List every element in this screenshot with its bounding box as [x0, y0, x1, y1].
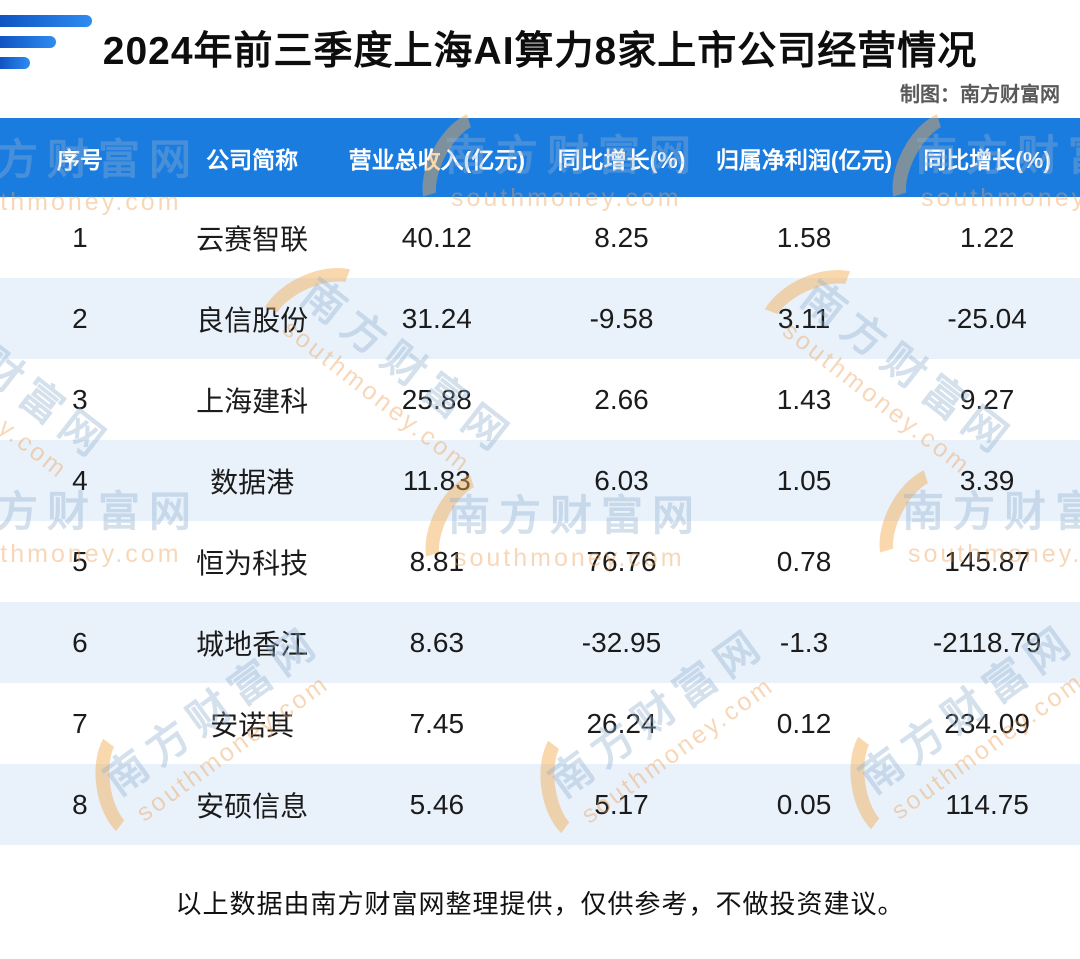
page-title: 2024年前三季度上海AI算力8家上市公司经营情况	[102, 30, 978, 73]
table-cell: 0.78	[776, 545, 832, 577]
table-cell: 1.43	[776, 383, 832, 415]
table-cell: 3	[72, 383, 88, 415]
table-cell: 5.17	[594, 788, 649, 820]
table-cell: 7.45	[409, 707, 465, 739]
table-cell: 1.05	[776, 464, 832, 496]
logo-bar	[0, 36, 56, 48]
table-cell: 26.24	[586, 707, 657, 739]
disclaimer-text: 以上数据由南方财富网整理提供，仅供参考，不做投资建议。	[175, 888, 905, 919]
table-row: 2 良信股份 31.24 -9.58 3.11 -25.04	[0, 278, 1080, 359]
logo-bar	[0, 15, 92, 27]
table-header-row: 序号 公司简称 营业总收入(亿元) 同比增长(%) 归属净利润(亿元) 同比增长…	[0, 118, 1080, 197]
table-cell: 安硕信息	[196, 790, 309, 822]
credit-text: 制图：南方财富网	[900, 84, 1060, 106]
table-cell: 234.09	[944, 707, 1030, 739]
table-cell: 8.63	[409, 626, 465, 658]
table-cell: 2	[72, 302, 88, 334]
table-cell: 114.75	[945, 788, 1029, 820]
table-row: 3 上海建科 25.88 2.66 1.43 9.27	[0, 359, 1080, 440]
table-cell: 5	[72, 545, 88, 577]
table-cell: 8	[72, 788, 88, 820]
table-cell: 6	[72, 626, 88, 658]
column-header-revenue: 营业总收入(亿元)	[348, 146, 525, 173]
column-header-netprofit: 归属净利润(亿元)	[715, 146, 893, 173]
table-cell: 40.12	[401, 221, 472, 253]
table-cell: 1.22	[959, 221, 1015, 253]
table-cell: 11.83	[402, 464, 471, 496]
logo-bar	[0, 57, 30, 69]
table-row: 5 恒为科技 8.81 76.76 0.78 145.87	[0, 521, 1080, 602]
table-cell: 2.66	[594, 383, 649, 415]
table-cell: 1	[72, 221, 88, 253]
table-cell: 0.05	[776, 788, 832, 820]
table-row: 8 安硕信息 5.46 5.17 0.05 114.75	[0, 764, 1080, 845]
table-row: 7 安诺其 7.45 26.24 0.12 234.09	[0, 683, 1080, 764]
table-cell: 3.39	[959, 464, 1015, 496]
table-cell: 4	[72, 464, 88, 496]
top-banner: 2024年前三季度上海AI算力8家上市公司经营情况 制图：南方财富网	[0, 0, 1080, 118]
table-cell: 上海建科	[196, 385, 309, 417]
table-cell: -9.58	[589, 302, 654, 334]
table-cell: 9.27	[959, 383, 1015, 415]
table-cell: 6.03	[594, 464, 649, 496]
table-cell: 31.24	[401, 302, 472, 334]
table-cell: 数据港	[210, 466, 295, 498]
southmoney-logo-icon	[0, 15, 92, 78]
table-cell: -1.3	[779, 626, 829, 658]
company-table: 序号 公司简称 营业总收入(亿元) 同比增长(%) 归属净利润(亿元) 同比增长…	[0, 118, 1080, 845]
table-cell: 恒为科技	[196, 547, 309, 579]
column-header-revenue-yoy: 同比增长(%)	[557, 146, 686, 173]
table-cell: 安诺其	[210, 709, 295, 741]
table-cell: 云赛智联	[196, 223, 309, 255]
table-row: 4 数据港 11.83 6.03 1.05 3.39	[0, 440, 1080, 521]
table-cell: 145.87	[944, 545, 1030, 577]
table-header: 序号 公司简称 营业总收入(亿元) 同比增长(%) 归属净利润(亿元) 同比增长…	[0, 118, 1080, 197]
table-row: 1 云赛智联 40.12 8.25 1.58 1.22	[0, 197, 1080, 278]
table-cell: 5.46	[409, 788, 465, 820]
table-cell: 城地香江	[196, 628, 309, 660]
table-cell: -32.95	[581, 626, 662, 658]
table-cell: 25.88	[401, 383, 472, 415]
table-cell: 良信股份	[196, 304, 309, 336]
table-cell: -25.04	[947, 302, 1027, 334]
table-body: 1 云赛智联 40.12 8.25 1.58 1.22 2 良信股份 31.24 -9.58 3.1…	[0, 197, 1080, 845]
table-cell: 8.81	[409, 545, 465, 577]
column-header-company: 公司简称	[206, 146, 299, 173]
table-cell: 0.12	[776, 707, 832, 739]
table-row: 6 城地香江 8.63 -32.95 -1.3 -2118.79	[0, 602, 1080, 683]
table-cell: -2118.79	[932, 626, 1042, 658]
table-cell: 1.58	[776, 221, 832, 253]
column-header-index: 序号	[56, 146, 103, 173]
table-cell: 8.25	[594, 221, 649, 253]
table-cell: 3.11	[777, 302, 831, 334]
table-cell: 76.76	[586, 545, 657, 577]
column-header-netprofit-yoy: 同比增长(%)	[923, 146, 1051, 173]
table-cell: 7	[72, 707, 88, 739]
